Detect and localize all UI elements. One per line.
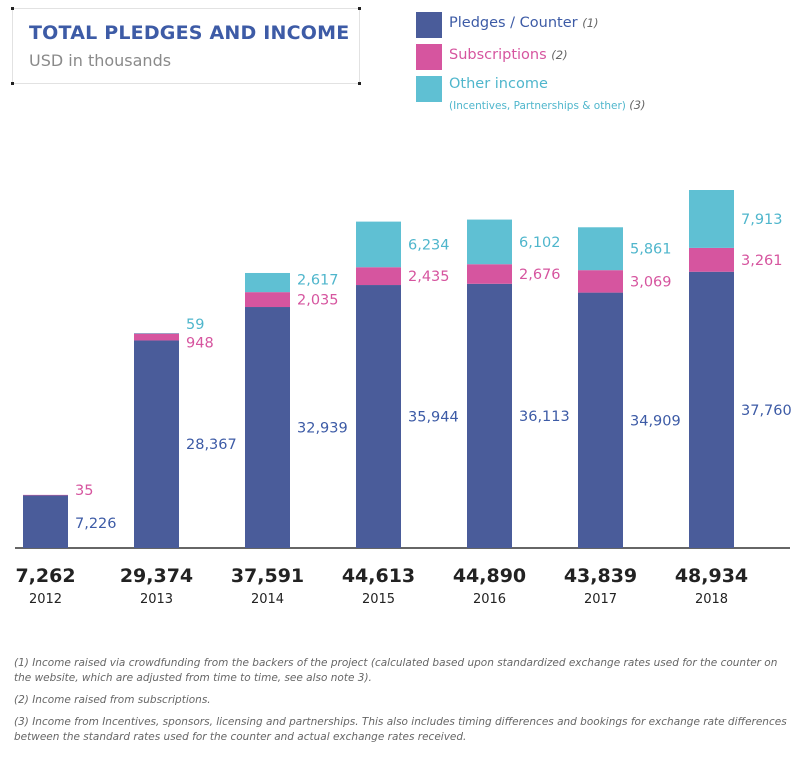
total-label-2016: 44,890 bbox=[453, 565, 526, 587]
legend-label-pledges: Pledges / Counter bbox=[449, 15, 578, 31]
year-label-2012: 2012 bbox=[29, 592, 62, 607]
bar-other-2014 bbox=[245, 272, 290, 293]
bar-pledges-2018 bbox=[689, 271, 734, 548]
corner-mark bbox=[11, 7, 14, 10]
value-label-pledges-2016: 36,113 bbox=[519, 409, 570, 425]
total-label-2015: 44,613 bbox=[342, 565, 415, 587]
value-label-other-2014: 2,617 bbox=[297, 273, 339, 289]
legend-label-other: Other income bbox=[449, 76, 548, 92]
value-label-other-2018: 7,913 bbox=[741, 212, 783, 228]
stacked-bar-chart: 7,226 35 7,262 2012 28,367 948 59 29,374 2013 32,… bbox=[15, 190, 792, 607]
bar-subscriptions-2017 bbox=[578, 270, 623, 293]
legend-sub-other: (Incentives, Partnerships & other) bbox=[449, 100, 626, 112]
value-label-subscriptions-2017: 3,069 bbox=[630, 274, 672, 290]
value-label-pledges-2014: 32,939 bbox=[297, 421, 348, 437]
corner-mark bbox=[358, 7, 361, 10]
total-label-2013: 29,374 bbox=[120, 565, 193, 587]
bar-pledges-2013 bbox=[134, 340, 179, 548]
bar-other-2016 bbox=[467, 219, 512, 265]
legend-label-subscriptions: Subscriptions bbox=[449, 47, 547, 63]
legend-note-subscriptions: (2) bbox=[551, 48, 568, 62]
chart-title: TOTAL PLEDGES AND INCOME bbox=[29, 22, 350, 44]
corner-mark bbox=[358, 82, 361, 85]
footnote-2: (2) Income raised from subscriptions. bbox=[14, 694, 211, 706]
value-label-other-2013: 59 bbox=[186, 317, 204, 333]
value-label-pledges-2012: 7,226 bbox=[75, 516, 117, 532]
year-label-2013: 2013 bbox=[140, 592, 173, 607]
year-label-2018: 2018 bbox=[695, 592, 728, 607]
value-label-other-2016: 6,102 bbox=[519, 235, 561, 251]
bar-pledges-2012 bbox=[23, 495, 68, 548]
footnotes: (1) Income raised via crowdfunding from … bbox=[14, 656, 790, 752]
year-label-2014: 2014 bbox=[251, 592, 284, 607]
title-box: TOTAL PLEDGES AND INCOME USD in thousand… bbox=[11, 7, 361, 85]
bar-other-2015 bbox=[356, 221, 401, 268]
bar-pledges-2016 bbox=[467, 283, 512, 548]
total-label-2017: 43,839 bbox=[564, 565, 637, 587]
bar-subscriptions-2018 bbox=[689, 247, 734, 272]
bar-subscriptions-2013 bbox=[134, 333, 179, 341]
value-label-subscriptions-2018: 3,261 bbox=[741, 253, 783, 269]
total-label-2012: 7,262 bbox=[15, 565, 75, 587]
value-label-subscriptions-2015: 2,435 bbox=[408, 269, 450, 285]
bar-pledges-2014 bbox=[245, 307, 290, 548]
value-label-other-2017: 5,861 bbox=[630, 242, 672, 258]
bar-subscriptions-2016 bbox=[467, 264, 512, 284]
value-label-pledges-2013: 28,367 bbox=[186, 437, 237, 453]
footnote-3: (3) Income from Incentives, sponsors, li… bbox=[14, 716, 787, 743]
total-label-2018: 48,934 bbox=[675, 565, 748, 587]
value-label-pledges-2018: 37,760 bbox=[741, 403, 792, 419]
legend-note-pledges: (1) bbox=[582, 16, 599, 30]
bar-other-2018 bbox=[689, 190, 734, 248]
year-label-2017: 2017 bbox=[584, 592, 617, 607]
bar-other-2017 bbox=[578, 227, 623, 271]
chart-subtitle: USD in thousands bbox=[29, 51, 172, 70]
bar-other-2013 bbox=[134, 333, 179, 334]
bar-subscriptions-2014 bbox=[245, 292, 290, 308]
legend-swatch-pledges bbox=[416, 12, 442, 38]
legend-swatch-subscriptions bbox=[416, 44, 442, 70]
bar-pledges-2017 bbox=[578, 292, 623, 548]
value-label-pledges-2017: 34,909 bbox=[630, 413, 681, 429]
corner-mark bbox=[11, 82, 14, 85]
total-label-2014: 37,591 bbox=[231, 565, 304, 587]
year-label-2015: 2015 bbox=[362, 592, 395, 607]
year-label-2016: 2016 bbox=[473, 592, 506, 607]
value-label-other-2015: 6,234 bbox=[408, 237, 450, 253]
value-label-subscriptions-2014: 2,035 bbox=[297, 293, 339, 309]
value-label-subscriptions-2013: 948 bbox=[186, 336, 214, 352]
value-label-pledges-2015: 35,944 bbox=[408, 410, 459, 426]
bar-subscriptions-2015 bbox=[356, 267, 401, 286]
footnote-1: (1) Income raised via crowdfunding from … bbox=[14, 657, 778, 684]
value-label-subscriptions-2016: 2,676 bbox=[519, 267, 561, 283]
title-frame bbox=[12, 8, 360, 84]
value-label-subscriptions-2012: 35 bbox=[75, 483, 93, 499]
bar-subscriptions-2012 bbox=[23, 494, 68, 496]
bar-pledges-2015 bbox=[356, 285, 401, 548]
legend-note-other: (3) bbox=[629, 98, 646, 112]
legend-swatch-other bbox=[416, 76, 442, 102]
